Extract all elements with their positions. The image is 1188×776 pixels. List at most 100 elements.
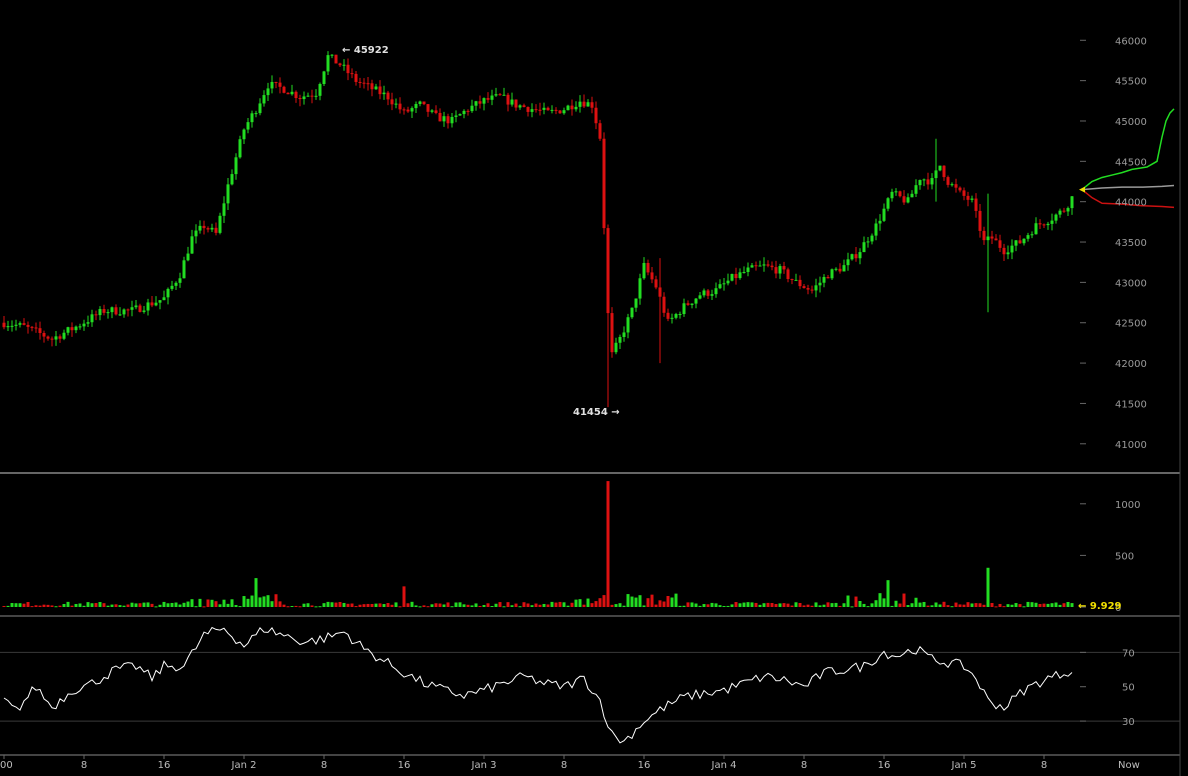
candle-body [402, 109, 406, 111]
candle-body [186, 253, 190, 261]
volume-bar [110, 604, 114, 607]
candle-body [1038, 223, 1042, 225]
candle-body [702, 290, 706, 296]
volume-bar [474, 603, 478, 607]
candle-body [938, 165, 942, 171]
candle-body [6, 326, 10, 328]
candle-body [630, 307, 634, 318]
candle-body [942, 165, 946, 178]
candle-body [574, 106, 578, 110]
low-annotation: 41454 → [573, 407, 620, 418]
volume-bar [186, 601, 190, 607]
volume-bar [490, 606, 494, 608]
volume-bar [962, 604, 966, 607]
candle-body [490, 95, 494, 100]
candle-body [442, 116, 446, 122]
volume-bar [710, 602, 714, 607]
candle-body [662, 296, 666, 313]
volume-bar [554, 602, 558, 607]
volume-bar [614, 604, 618, 607]
last-volume-label: ← 9.929 [1078, 601, 1122, 612]
volume-bar [526, 603, 530, 607]
volume-bar [746, 602, 750, 607]
volume-bar [726, 605, 730, 607]
candle-body [206, 228, 210, 230]
volume-bar [930, 605, 934, 607]
volume-bar [690, 602, 694, 607]
volume-bar [234, 605, 238, 607]
candle-body [130, 307, 134, 310]
volume-bar [782, 603, 786, 607]
volume-bar [210, 599, 214, 607]
candle-body [394, 103, 398, 105]
volume-bar [738, 603, 742, 607]
volume-bar [866, 606, 870, 608]
volume-bar [590, 603, 594, 607]
volume-bar [230, 599, 234, 607]
candle-body [742, 271, 746, 273]
candle-body [58, 336, 62, 339]
volume-bar [730, 604, 734, 607]
volume-bar [142, 602, 146, 607]
candle-body [1018, 240, 1022, 244]
candle-body [1070, 196, 1074, 209]
high-annotation: ← 45922 [342, 45, 389, 56]
candle-body [474, 101, 478, 106]
candle-body [450, 116, 454, 124]
candle-body [610, 313, 614, 353]
volume-bar [250, 595, 254, 607]
candle-body [1054, 214, 1058, 221]
candle-body [1030, 234, 1034, 236]
candle-body [374, 86, 378, 90]
volume-bar [470, 605, 474, 607]
candle-body [34, 327, 38, 329]
volume-bar [638, 595, 642, 607]
indicator-tick-label: 30 [1122, 717, 1135, 728]
volume-bar [286, 606, 290, 608]
volume-bar [862, 603, 866, 607]
volume-bar [182, 602, 186, 607]
candle-body [790, 279, 794, 281]
volume-bar [150, 603, 154, 607]
volume-bar [718, 605, 722, 607]
volume-bar [842, 603, 846, 607]
candle-body [190, 236, 194, 254]
candle-body [858, 252, 862, 259]
candle-body [778, 266, 782, 274]
candle-body [798, 279, 802, 287]
volume-bar [546, 604, 550, 607]
candle-body [18, 323, 22, 325]
candle-body [170, 285, 174, 289]
volume-bar [686, 602, 690, 607]
candle-body [558, 110, 562, 114]
candle-body [198, 225, 202, 231]
volume-bar [770, 603, 774, 607]
volume-bar [850, 606, 854, 608]
volume-bar [166, 603, 170, 607]
candle-body [426, 104, 430, 112]
candle-body [266, 88, 270, 96]
volume-bar [318, 606, 322, 608]
candle-body [458, 114, 462, 116]
volume-bar [134, 603, 138, 607]
candle-body [2, 322, 6, 328]
candle-body [622, 332, 626, 337]
candle-body [562, 110, 566, 114]
volume-bar [442, 604, 446, 607]
volume-bar [314, 606, 318, 608]
candle-body [246, 122, 250, 130]
candle-body [950, 184, 954, 186]
candle-body [214, 227, 218, 233]
price-tick-label: 44500 [1115, 157, 1147, 168]
volume-bar [902, 593, 906, 607]
candle-body [714, 288, 718, 295]
candle-body [182, 260, 186, 279]
candle-body [318, 83, 322, 96]
volume-bar [502, 606, 506, 608]
candle-body [258, 103, 262, 114]
volume-bar [506, 602, 510, 607]
candle-body [106, 312, 110, 314]
candle-body [1010, 245, 1014, 253]
volume-bar [678, 605, 682, 607]
